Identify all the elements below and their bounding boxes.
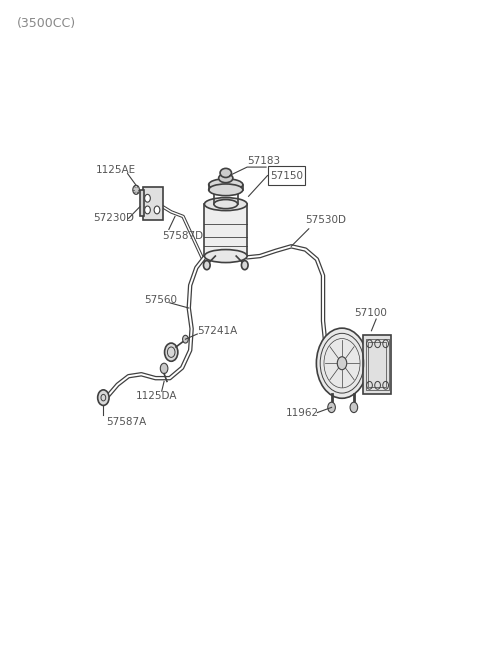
Text: 1125DA: 1125DA	[136, 390, 177, 401]
Text: 57587A: 57587A	[106, 417, 146, 426]
Text: 57587D: 57587D	[162, 231, 203, 241]
Circle shape	[328, 402, 336, 413]
Text: 57530D: 57530D	[305, 215, 347, 225]
Circle shape	[337, 357, 347, 369]
Circle shape	[97, 390, 109, 405]
Text: 57241A: 57241A	[197, 326, 238, 337]
Circle shape	[350, 402, 358, 413]
Bar	[143, 187, 163, 219]
Text: (3500CC): (3500CC)	[17, 17, 76, 30]
Circle shape	[154, 206, 160, 214]
Text: 11962: 11962	[286, 407, 319, 418]
Text: 57560: 57560	[144, 295, 177, 305]
Circle shape	[144, 206, 150, 214]
Circle shape	[204, 261, 210, 270]
Bar	[267, 166, 304, 185]
Bar	[204, 204, 247, 256]
Circle shape	[133, 185, 139, 195]
Ellipse shape	[209, 184, 243, 196]
Bar	[363, 335, 391, 394]
Circle shape	[144, 195, 150, 202]
Ellipse shape	[219, 174, 233, 183]
Circle shape	[241, 261, 248, 270]
Text: 1125AE: 1125AE	[96, 165, 136, 176]
Text: 57150: 57150	[270, 170, 303, 181]
Text: 57183: 57183	[247, 157, 280, 166]
Ellipse shape	[204, 198, 247, 211]
Circle shape	[165, 343, 178, 362]
Ellipse shape	[204, 250, 247, 263]
Circle shape	[182, 335, 188, 343]
Ellipse shape	[214, 200, 238, 209]
Circle shape	[316, 328, 368, 398]
Bar	[366, 339, 388, 390]
Bar	[140, 191, 144, 216]
Text: 57100: 57100	[354, 308, 387, 318]
Ellipse shape	[209, 179, 243, 191]
Ellipse shape	[220, 168, 231, 178]
Text: 57230D: 57230D	[93, 214, 134, 223]
Circle shape	[160, 364, 168, 373]
Bar	[368, 343, 386, 386]
